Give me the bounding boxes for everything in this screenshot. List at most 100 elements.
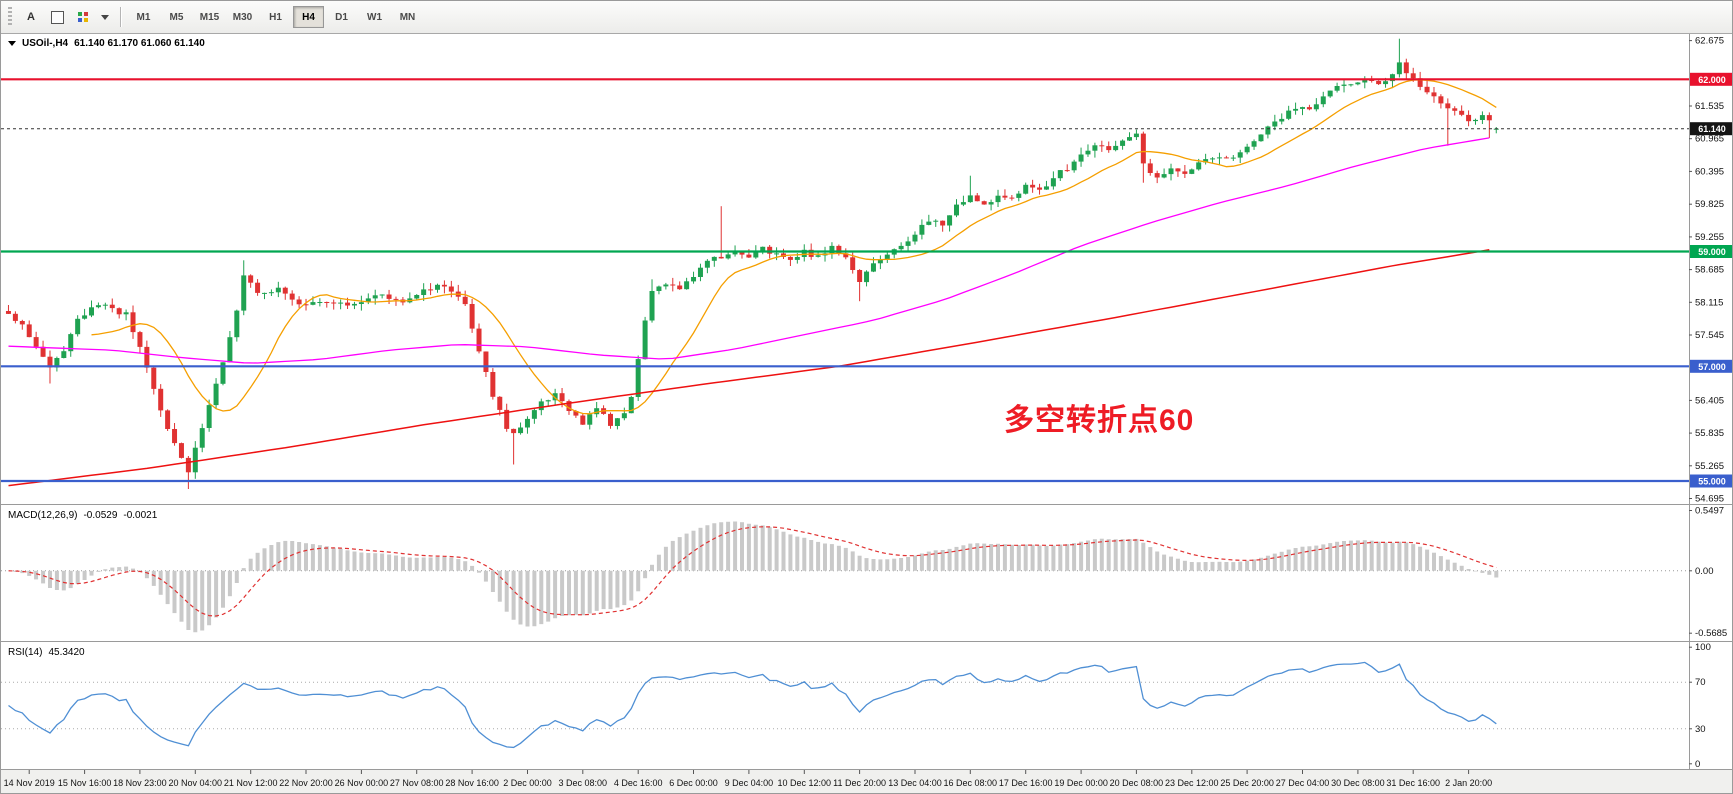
price-badge-59.000: 59.000 [1690,245,1732,258]
svg-text:70: 70 [1695,677,1706,688]
svg-text:18 Nov 23:00: 18 Nov 23:00 [113,778,167,788]
price-badge-55.000: 55.000 [1690,474,1732,488]
ma-mid-line [8,137,1490,364]
toolbar: A M1 M5 M15 M30 H1 H4 D1 W1 MN [1,1,1732,34]
svg-text:0.5497: 0.5497 [1695,506,1724,517]
svg-text:25 Dec 20:00: 25 Dec 20:00 [1220,778,1274,788]
svg-text:3 Dec 08:00: 3 Dec 08:00 [559,778,608,788]
svg-text:59.825: 59.825 [1695,199,1724,210]
chart-annotation-text: 多空转折点60 [1004,404,1195,437]
svg-text:2 Jan 20:00: 2 Jan 20:00 [1445,778,1492,788]
svg-text:59.255: 59.255 [1695,232,1724,243]
svg-text:59.000: 59.000 [1698,247,1726,257]
price-badge-62.000: 62.000 [1690,72,1732,86]
collapse-triangle-icon[interactable] [8,41,16,46]
timeframe-buttons: M1 M5 M15 M30 H1 H4 D1 W1 MN [127,6,424,28]
svg-text:57.545: 57.545 [1695,330,1724,341]
svg-text:60.965: 60.965 [1695,134,1724,145]
rsi-axis: 100 70 30 0 [1689,642,1711,770]
colors-tool-button[interactable] [71,6,95,28]
toolbar-dropdown-button[interactable] [97,6,113,28]
chevron-down-icon [101,14,109,20]
svg-text:9 Dec 04:00: 9 Dec 04:00 [725,778,774,788]
rsi-line [8,661,1497,749]
svg-text:100: 100 [1695,642,1711,653]
ma-slow-line [8,249,1490,487]
timeframe-button-h4[interactable]: H4 [293,6,324,28]
svg-text:57.000: 57.000 [1698,362,1726,372]
chart-title: USOil-,H4 61.140 61.170 61.060 61.140 [8,38,205,49]
palette-icon [78,12,88,22]
svg-text:20 Dec 08:00: 20 Dec 08:00 [1110,778,1164,788]
macd-indicator-label: MACD(12,26,9) -0.0529 -0.0021 [8,510,157,521]
svg-text:62.675: 62.675 [1695,36,1724,47]
svg-text:58.115: 58.115 [1695,297,1723,308]
ma-fast-line [91,79,1497,415]
price-axis: 62.675 61.535 60.965 60.395 59.825 59.255 58.6… [1689,36,1724,505]
svg-text:58.685: 58.685 [1695,265,1724,276]
svg-text:11 Dec 20:00: 11 Dec 20:00 [833,778,886,788]
svg-text:19 Dec 00:00: 19 Dec 00:00 [1054,778,1108,788]
svg-text:61.140: 61.140 [1698,124,1726,134]
timeframe-button-m30[interactable]: M30 [232,11,253,23]
time-axis-band [1,770,1732,793]
time-axis: 14 Nov 2019 15 Nov 16:00 18 Nov 23:00 20 No… [4,770,1492,788]
toolbar-separator [120,7,121,27]
svg-text:62.000: 62.000 [1698,75,1726,85]
symbol-timeframe-label: USOil-,H4 [22,38,69,49]
svg-text:56.405: 56.405 [1695,395,1724,406]
timeframe-button-d1[interactable]: D1 [335,11,348,23]
macd-main-value: -0.0529 [83,510,118,521]
svg-text:6 Dec 00:00: 6 Dec 00:00 [669,778,718,788]
svg-text:10 Dec 12:00: 10 Dec 12:00 [778,778,832,788]
timeframe-button-m15[interactable]: M15 [199,11,220,23]
svg-text:55.835: 55.835 [1695,428,1724,439]
toolbar-grip[interactable] [8,7,12,27]
timeframe-button-m1[interactable]: M1 [136,11,151,23]
svg-text:20 Nov 04:00: 20 Nov 04:00 [169,778,223,788]
svg-text:14 Nov 2019: 14 Nov 2019 [4,778,55,788]
svg-text:23 Dec 12:00: 23 Dec 12:00 [1165,778,1219,788]
timeframe-button-w1[interactable]: W1 [367,11,382,23]
timeframe-button-mn[interactable]: MN [399,11,416,23]
macd-name: MACD(12,26,9) [8,510,78,521]
svg-text:26 Nov 00:00: 26 Nov 00:00 [335,778,389,788]
svg-text:60.395: 60.395 [1695,166,1724,177]
svg-text:27 Dec 04:00: 27 Dec 04:00 [1276,778,1330,788]
rsi-indicator-label: RSI(14) 45.3420 [8,647,85,658]
macd-histogram [13,521,1499,633]
svg-text:30 Dec 08:00: 30 Dec 08:00 [1331,778,1385,788]
svg-text:31 Dec 16:00: 31 Dec 16:00 [1386,778,1440,788]
text-tool-button[interactable]: A [19,6,43,28]
timeframe-button-m5[interactable]: M5 [169,11,184,23]
svg-text:0.00: 0.00 [1695,566,1714,577]
svg-text:28 Nov 16:00: 28 Nov 16:00 [445,778,499,788]
macd-axis: 0.5497 0.00 -0.5685 [1689,506,1727,639]
rsi-name: RSI(14) [8,647,43,658]
svg-text:2 Dec 00:00: 2 Dec 00:00 [503,778,552,788]
svg-text:21 Nov 12:00: 21 Nov 12:00 [224,778,278,788]
timeframe-button-h1[interactable]: H1 [269,11,282,23]
price-badge-57.000: 57.000 [1690,359,1732,373]
frame-icon [50,10,64,24]
candles-layer [5,38,1499,489]
svg-text:54.695: 54.695 [1695,494,1724,505]
svg-text:30: 30 [1695,724,1706,735]
ohlc-values: 61.140 61.170 61.060 61.140 [74,38,205,49]
rsi-value: 45.3420 [48,647,85,658]
svg-text:16 Dec 08:00: 16 Dec 08:00 [944,778,998,788]
price-badge-61.140: 61.140 [1690,122,1732,136]
svg-text:4 Dec 16:00: 4 Dec 16:00 [614,778,663,788]
svg-text:0: 0 [1695,759,1700,770]
macd-signal-value: -0.0021 [123,510,158,521]
svg-text:13 Dec 04:00: 13 Dec 04:00 [888,778,942,788]
macd-signal-line [8,526,1497,617]
svg-text:22 Nov 20:00: 22 Nov 20:00 [279,778,333,788]
svg-text:-0.5685: -0.5685 [1695,628,1727,639]
frame-tool-button[interactable] [45,6,69,28]
svg-text:17 Dec 16:00: 17 Dec 16:00 [999,778,1053,788]
svg-text:55.265: 55.265 [1695,461,1724,472]
